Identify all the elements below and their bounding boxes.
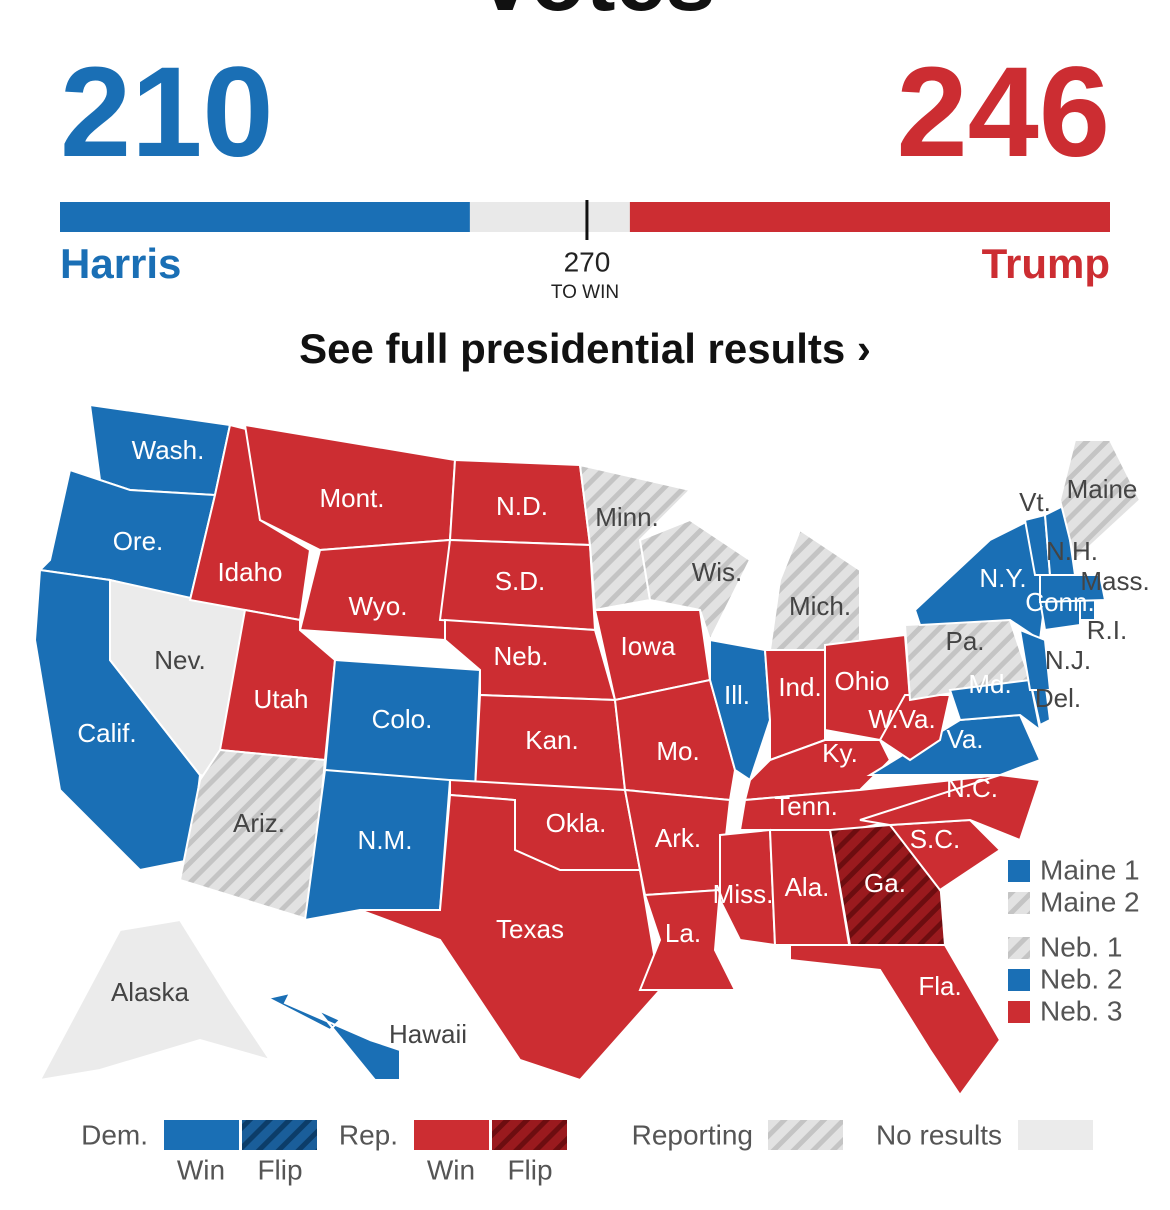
state-label: Ohio [835, 666, 890, 696]
district-label: Maine 1 [1040, 854, 1140, 885]
state-label: Miss. [713, 879, 774, 909]
state-label: Ga. [864, 868, 906, 898]
legend-reporting: Reporting [632, 1119, 753, 1150]
state-label: Mo. [656, 736, 699, 766]
state-label: Md. [968, 669, 1011, 699]
swatch-dem-win [164, 1120, 239, 1150]
swatch-rep-flip [492, 1120, 567, 1150]
state-label: Pa. [945, 626, 984, 656]
state-label: S.C. [910, 824, 961, 854]
district-label: Neb. 1 [1040, 931, 1123, 962]
trump-name: Trump [982, 240, 1110, 287]
state-label: Wyo. [349, 591, 408, 621]
state-label: Fla. [918, 971, 961, 1001]
legend-flip: Flip [257, 1154, 302, 1185]
district-label: Maine 2 [1040, 886, 1140, 917]
state-label: Ariz. [233, 808, 285, 838]
state-label: Nev. [154, 645, 206, 675]
trump-votes: 246 [896, 41, 1110, 184]
state [719, 828, 777, 947]
state-label: Mont. [319, 483, 384, 513]
state-label: N.H. [1046, 536, 1098, 566]
state-label: Wis. [692, 557, 743, 587]
state-label: Ind. [778, 672, 821, 702]
state-label: Maine [1067, 474, 1138, 504]
state-label: Alaska [111, 977, 190, 1007]
state-label: Ore. [113, 526, 164, 556]
state-label: Tenn. [774, 791, 838, 821]
state-label: Mass. [1080, 566, 1149, 596]
state-label: Idaho [217, 557, 282, 587]
state [1058, 439, 1142, 562]
partial-title: votes [480, 0, 715, 30]
state-label: Conn. [1025, 587, 1094, 617]
state [359, 793, 662, 1082]
swatch-reporting [768, 1120, 843, 1150]
legend-win: Win [427, 1154, 475, 1185]
state-label: N.J. [1045, 645, 1091, 675]
legend-dem: Dem. [81, 1119, 148, 1150]
state-label: Ala. [785, 872, 830, 902]
state-label: W.Va. [868, 704, 935, 734]
state [613, 678, 737, 802]
state [878, 694, 952, 762]
legend-flip: Flip [507, 1154, 552, 1185]
district-label: Neb. 3 [1040, 995, 1123, 1026]
harris-bar [60, 202, 470, 232]
swatch-dem-flip [242, 1120, 317, 1150]
trump-bar [629, 202, 1110, 232]
state-label: Calif. [77, 718, 136, 748]
state-label: Neb. [494, 641, 549, 671]
state-label: Iowa [621, 631, 676, 661]
state-label: Vt. [1019, 487, 1051, 517]
state-label: Kan. [525, 725, 579, 755]
swatch-rep-win [414, 1120, 489, 1150]
state-label: Mich. [789, 591, 851, 621]
state [1018, 628, 1052, 691]
state [1039, 574, 1107, 604]
state-label: Texas [496, 914, 564, 944]
state-label: N.C. [946, 773, 998, 803]
harris-votes: 210 [60, 41, 274, 184]
results-link[interactable]: See full presidential results › [299, 325, 871, 372]
district-swatch [1008, 860, 1030, 882]
to-win-value: 270 [564, 246, 611, 277]
district-swatch [1008, 969, 1030, 991]
state-label: Utah [254, 684, 309, 714]
state-label: La. [665, 918, 701, 948]
state-label: Ill. [724, 680, 750, 710]
state-label: Hawaii [389, 1019, 467, 1049]
district-swatch [1008, 937, 1030, 959]
legend-rep: Rep. [339, 1119, 398, 1150]
district-label: Neb. 2 [1040, 963, 1123, 994]
harris-name: Harris [60, 240, 181, 287]
state-label: Ark. [655, 823, 701, 853]
state-label: R.I. [1087, 615, 1127, 645]
state [265, 991, 401, 1081]
state-label: Wash. [132, 435, 205, 465]
state-label: Del. [1035, 683, 1081, 713]
state [38, 918, 273, 1082]
state-label: N.Y. [979, 563, 1026, 593]
state-label: N.M. [358, 825, 413, 855]
swatch-none [1018, 1120, 1093, 1150]
district-swatch [1008, 1001, 1030, 1023]
to-win-label: TO WIN [551, 282, 619, 303]
state [638, 518, 752, 643]
state [789, 944, 1002, 1097]
legend-none: No results [876, 1119, 1002, 1150]
legend-win: Win [177, 1154, 225, 1185]
state [866, 713, 1042, 776]
state-label: N.D. [496, 491, 548, 521]
state-label: Okla. [546, 808, 607, 838]
state [948, 678, 1042, 733]
district-swatch [1008, 892, 1030, 914]
state-label: Va. [946, 724, 983, 754]
state-label: S.D. [495, 566, 546, 596]
state-label: Ky. [822, 738, 858, 768]
state [178, 748, 327, 922]
state-label: Minn. [595, 502, 659, 532]
state-label: Colo. [372, 704, 433, 734]
